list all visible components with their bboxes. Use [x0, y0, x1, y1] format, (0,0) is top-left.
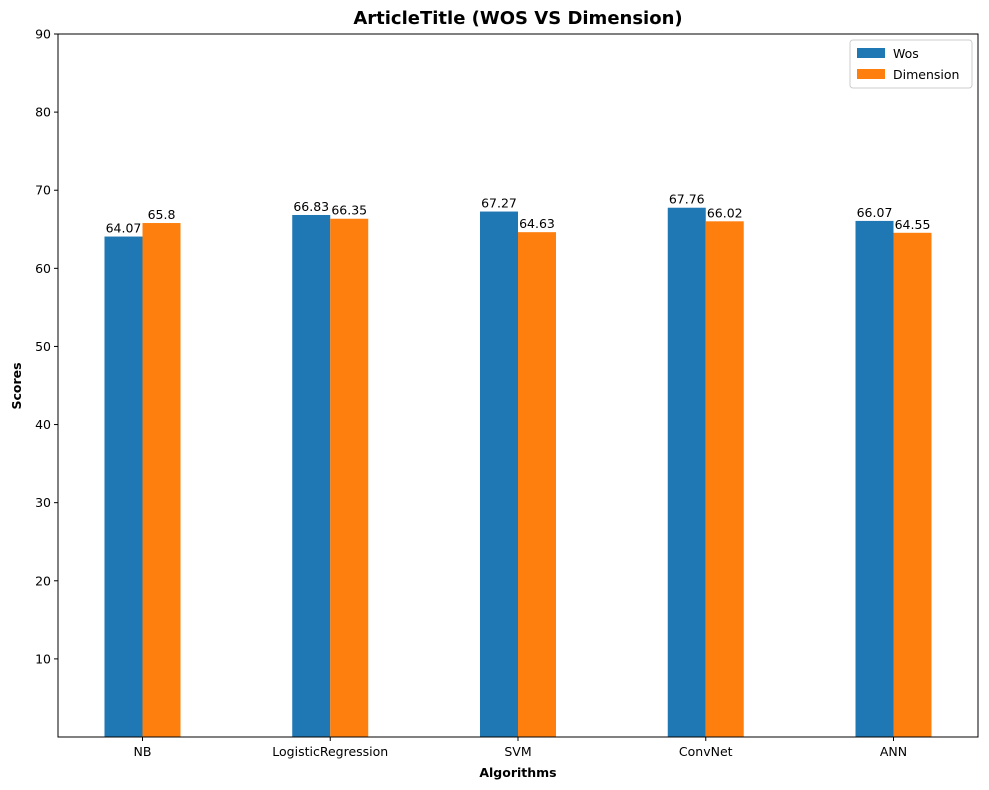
x-axis-title: Algorithms: [479, 765, 556, 780]
x-tick-label: SVM: [504, 744, 531, 759]
bar-wos-convnet: [667, 207, 706, 737]
y-tick-label: 90: [35, 27, 51, 42]
legend: Wos Dimension: [849, 39, 973, 89]
value-label: 67.76: [669, 192, 705, 207]
legend-swatch-wos: [857, 48, 885, 58]
x-tick-label: NB: [134, 744, 152, 759]
value-label: 64.07: [106, 221, 142, 236]
x-tick-label: LogisticRegression: [272, 744, 388, 759]
bar-dimension-logisticregression: [330, 218, 369, 737]
y-tick-label: 70: [35, 183, 51, 198]
value-label: 67.27: [481, 196, 517, 211]
y-tick-label: 80: [35, 105, 51, 120]
x-tick-label: ANN: [880, 744, 907, 759]
y-tick-label: 30: [35, 495, 51, 510]
value-label: 64.55: [895, 217, 931, 232]
value-label: 66.35: [331, 203, 367, 218]
value-label: 66.83: [293, 199, 329, 214]
legend-swatch-dimension: [857, 69, 885, 79]
y-tick-label: 50: [35, 339, 51, 354]
y-tick-label: 60: [35, 261, 51, 276]
bar-wos-ann: [855, 220, 894, 737]
value-label: 66.07: [857, 205, 893, 220]
x-tick-label: ConvNet: [679, 744, 733, 759]
bar-dimension-nb: [142, 223, 181, 738]
bar-wos-logisticregression: [292, 214, 331, 737]
bar-wos-svm: [480, 211, 518, 737]
value-label: 65.8: [148, 207, 176, 222]
plot-area: 64.07 66.83 67.27 67.76 66.07 65.8 66.35 64.63 6…: [35, 27, 979, 759]
bar-wos-nb: [104, 236, 143, 737]
value-label: 64.63: [519, 216, 555, 231]
chart-title: ArticleTitle (WOS VS Dimension): [353, 8, 682, 29]
bar-dimension-ann: [893, 232, 932, 737]
y-tick-label: 20: [35, 573, 51, 588]
y-axis-title: Scores: [9, 362, 24, 409]
y-tick-label: 10: [35, 651, 51, 666]
bar-dimension-convnet: [705, 221, 744, 738]
value-label: 66.02: [707, 205, 743, 220]
bar-dimension-svm: [518, 232, 556, 737]
y-tick-label: 40: [35, 417, 51, 432]
legend-label-wos: Wos: [893, 46, 919, 61]
legend-label-dimension: Dimension: [893, 67, 959, 82]
